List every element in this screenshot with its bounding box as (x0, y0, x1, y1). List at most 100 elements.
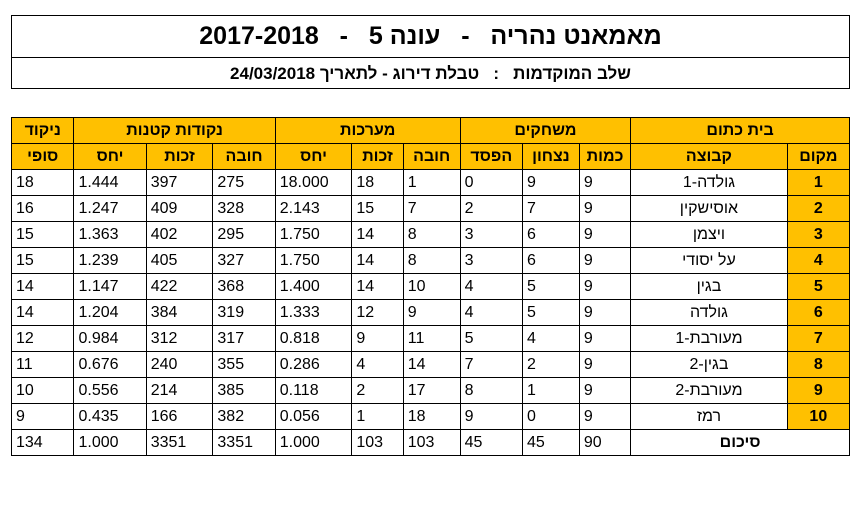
points-won-cell: 166 (145, 403, 214, 430)
played-cell: 9 (578, 247, 632, 274)
total-sets-lost-cell: 103 (402, 429, 461, 456)
lost-cell: 7 (459, 351, 523, 378)
points-ratio-cell: 1.247 (73, 195, 147, 222)
sets-ratio-cell: 1.750 (274, 221, 353, 248)
sets-lost-cell: 18 (402, 403, 461, 430)
sets-group-header: מערכות (274, 117, 461, 144)
points-lost-cell: 275 (212, 169, 276, 196)
sets-lost-cell: 1 (402, 169, 461, 196)
team-name-cell: אוסישקין (630, 195, 788, 222)
won-cell: 0 (521, 403, 580, 430)
final-cell: 12 (10, 325, 75, 352)
column-header-points-ratio: יחס (73, 143, 147, 170)
played-cell: 9 (578, 273, 632, 300)
points-lost-cell: 382 (212, 403, 276, 430)
final-cell: 15 (10, 221, 75, 248)
team-name-cell: מעורבת-2 (630, 377, 788, 404)
sets-ratio-cell: 0.286 (274, 351, 353, 378)
totals-label: סיכום (630, 429, 850, 456)
total-final-cell: 134 (10, 429, 75, 456)
points-ratio-cell: 0.556 (73, 377, 147, 404)
sets-won-cell: 2 (351, 377, 404, 404)
won-cell: 5 (521, 273, 580, 300)
sets-won-cell: 15 (351, 195, 404, 222)
column-header-lost: הפסד (459, 143, 523, 170)
column-header-points-won: זכות (145, 143, 214, 170)
table-row: 9 מעורבת-2 9 1 8 17 2 0.118 385 214 0.556 10 (10, 377, 851, 404)
final-cell: 15 (10, 247, 75, 274)
lost-cell: 0 (459, 169, 523, 196)
sets-won-cell: 4 (351, 351, 404, 378)
sets-won-cell: 1 (351, 403, 404, 430)
points-won-cell: 402 (145, 221, 214, 248)
played-cell: 9 (578, 325, 632, 352)
won-cell: 4 (521, 325, 580, 352)
totals-row: סיכום 90 45 45 103 103 1.000 3351 3351 1.000 134 (10, 429, 850, 456)
place-cell: 3 (786, 221, 851, 248)
page-title: מאמאנט נהריה - עונה 5 - 2017-2018 (12, 16, 849, 58)
sets-won-cell: 14 (351, 221, 404, 248)
sets-won-cell: 9 (351, 325, 404, 352)
sets-ratio-cell: 0.818 (274, 325, 353, 352)
total-sets-ratio-cell: 1.000 (274, 429, 353, 456)
standings-table: בית כתום משחקים מערכות נקודות קטנות ניקו… (10, 117, 851, 456)
column-header-sets-ratio: יחס (274, 143, 353, 170)
sets-ratio-cell: 0.056 (274, 403, 353, 430)
team-name-cell: על יסודי (630, 247, 788, 274)
played-cell: 9 (578, 195, 632, 222)
sets-ratio-cell: 0.118 (274, 377, 353, 404)
points-lost-cell: 317 (212, 325, 276, 352)
place-cell: 7 (786, 325, 851, 352)
place-cell: 8 (786, 351, 851, 378)
points-ratio-cell: 1.147 (73, 273, 147, 300)
place-cell: 4 (786, 247, 851, 274)
final-cell: 16 (10, 195, 75, 222)
column-header-points-lost: חובה (212, 143, 276, 170)
won-cell: 9 (521, 169, 580, 196)
points-lost-cell: 319 (212, 299, 276, 326)
points-won-cell: 312 (145, 325, 214, 352)
points-ratio-cell: 0.676 (73, 351, 147, 378)
points-group-header: נקודות קטנות (73, 117, 276, 144)
points-ratio-cell: 1.363 (73, 221, 147, 248)
table-row: 7 מעורבת-1 9 4 5 11 9 0.818 317 312 0.984 12 (10, 325, 851, 352)
sets-lost-cell: 9 (402, 299, 461, 326)
sets-lost-cell: 8 (402, 221, 461, 248)
points-ratio-cell: 1.444 (73, 169, 147, 196)
sets-lost-cell: 17 (402, 377, 461, 404)
lost-cell: 4 (459, 273, 523, 300)
team-name-cell: בגין (630, 273, 788, 300)
column-header-place: מקום (786, 143, 851, 170)
sets-lost-cell: 11 (402, 325, 461, 352)
sets-won-cell: 12 (351, 299, 404, 326)
played-cell: 9 (578, 351, 632, 378)
final-cell: 18 (10, 169, 75, 196)
team-name-cell: מעורבת-1 (630, 325, 788, 352)
lost-cell: 5 (459, 325, 523, 352)
total-won-cell: 45 (521, 429, 580, 456)
column-header-team: קבוצה (630, 143, 788, 170)
sets-ratio-cell: 1.750 (274, 247, 353, 274)
lost-cell: 2 (459, 195, 523, 222)
sets-won-cell: 14 (351, 247, 404, 274)
won-cell: 6 (521, 247, 580, 274)
played-cell: 9 (578, 169, 632, 196)
table-row: 4 על יסודי 9 6 3 8 14 1.750 327 405 1.239 15 (10, 247, 851, 274)
column-header-sets-lost: חובה (402, 143, 461, 170)
points-ratio-cell: 1.204 (73, 299, 147, 326)
points-won-cell: 422 (145, 273, 214, 300)
column-header-final: סופי (10, 143, 75, 170)
won-cell: 7 (521, 195, 580, 222)
points-lost-cell: 385 (212, 377, 276, 404)
total-points-lost-cell: 3351 (212, 429, 276, 456)
points-lost-cell: 368 (212, 273, 276, 300)
group-name: בית כתום (630, 117, 850, 144)
points-ratio-cell: 0.984 (73, 325, 147, 352)
lost-cell: 3 (459, 221, 523, 248)
place-cell: 6 (786, 299, 851, 326)
points-ratio-cell: 0.435 (73, 403, 147, 430)
sets-lost-cell: 10 (402, 273, 461, 300)
final-cell: 11 (10, 351, 75, 378)
table-row: 6 גולדה 9 5 4 9 12 1.333 319 384 1.204 14 (10, 299, 851, 326)
place-cell: 2 (786, 195, 851, 222)
